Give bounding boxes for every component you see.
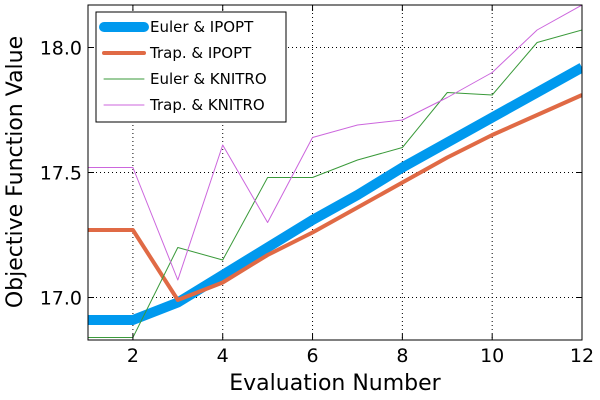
y-tick-label: 17.5 <box>40 163 82 185</box>
legend-label-1: Euler & IPOPT <box>150 18 254 36</box>
x-tick-label: 8 <box>396 345 408 367</box>
x-tick-label: 10 <box>480 345 504 367</box>
x-tick-label: 12 <box>570 345 594 367</box>
x-axis-label: Evaluation Number <box>229 371 441 396</box>
series-line-1 <box>88 63 582 325</box>
legend-label-2: Trap. & IPOPT <box>149 44 252 62</box>
axis-ticks: 2 4 6 8 10 12 17.0 17.5 18.0 <box>40 5 594 367</box>
legend: Euler & IPOPT Trap. & IPOPT Euler & KNITRO… <box>95 11 287 123</box>
y-tick-label: 18.0 <box>40 38 82 60</box>
x-tick-label: 2 <box>127 345 139 367</box>
x-tick-label: 4 <box>217 345 229 367</box>
x-tick-label: 6 <box>306 345 318 367</box>
y-axis-label: Objective Function Value <box>3 36 28 308</box>
legend-label-4: Trap. & KNITRO <box>149 96 265 114</box>
y-tick-label: 17.0 <box>40 288 82 310</box>
legend-label-3: Euler & KNITRO <box>150 70 267 88</box>
series-line-2 <box>88 93 582 302</box>
series-line-4 <box>88 5 582 281</box>
series-lines <box>88 5 582 338</box>
